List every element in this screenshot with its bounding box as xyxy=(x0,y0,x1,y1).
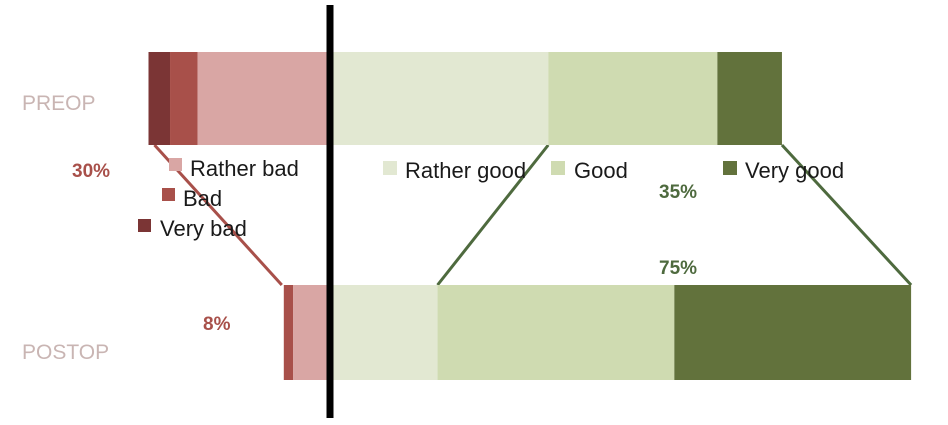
legend-label-very-good: Very good xyxy=(745,158,844,183)
bar-preop-bad xyxy=(170,52,198,145)
legend-label-rather-good: Rather good xyxy=(405,158,526,183)
annotation-preop-negative: 30% xyxy=(72,161,110,182)
legend: Rather bad Bad Very bad Rather good Good… xyxy=(138,156,844,241)
legend-swatch-rather-bad xyxy=(169,158,182,171)
bar-preop-rather-bad xyxy=(197,52,333,145)
connector-positive-end xyxy=(780,143,913,287)
bar-postop-rather-good xyxy=(333,285,438,380)
connector-good-start xyxy=(436,144,550,286)
bar-preop-very-good xyxy=(717,52,782,145)
legend-swatch-very-bad xyxy=(138,219,151,232)
bar-segments xyxy=(148,52,912,380)
legend-swatch-bad xyxy=(162,188,175,201)
bar-postop-very-good xyxy=(674,285,912,380)
category-label-preop: PREOP xyxy=(22,92,96,115)
bar-preop-good xyxy=(548,52,718,145)
legend-swatch-rather-good xyxy=(383,161,397,175)
bar-postop-rather-bad xyxy=(293,285,333,380)
annotation-postop-negative: 8% xyxy=(203,314,231,335)
legend-swatch-good xyxy=(551,161,565,175)
annotation-postop-top-positive: 75% xyxy=(659,258,697,279)
legend-label-rather-bad: Rather bad xyxy=(190,156,299,181)
legend-swatch-very-good xyxy=(723,161,737,175)
legend-label-bad: Bad xyxy=(183,186,222,211)
legend-label-very-bad: Very bad xyxy=(160,216,247,241)
bar-postop-good xyxy=(437,285,675,380)
annotation-preop-top-positive: 35% xyxy=(659,182,697,203)
legend-label-good: Good xyxy=(574,158,628,183)
category-label-postop: POSTOP xyxy=(22,341,109,364)
bar-preop-very-bad xyxy=(148,52,171,145)
bar-postop-bad xyxy=(283,285,294,380)
bar-preop-rather-good xyxy=(333,52,549,145)
